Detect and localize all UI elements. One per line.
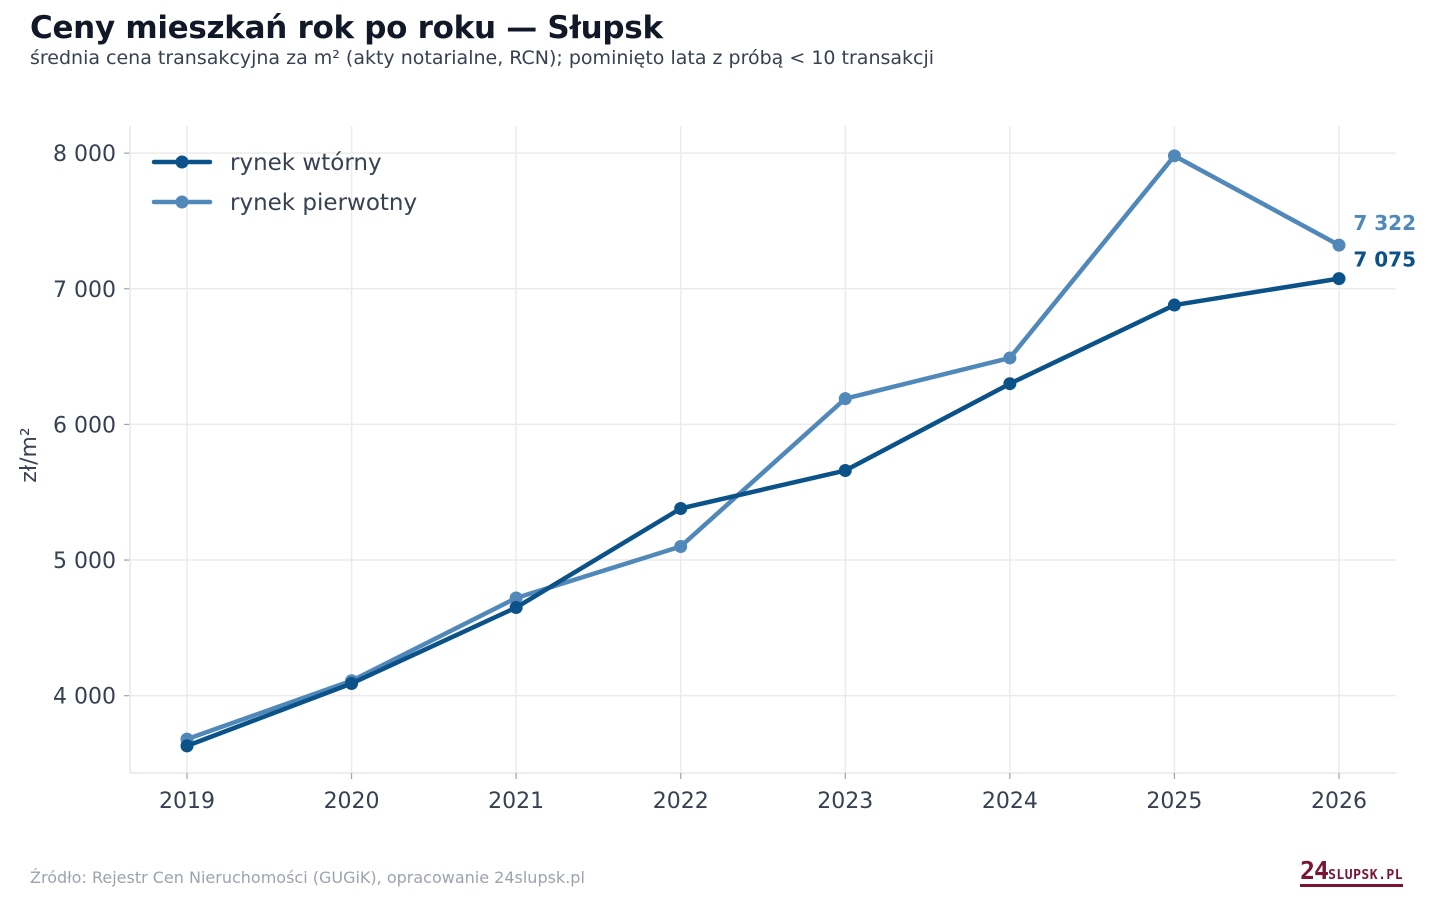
- tick-labels: 2019 2020 2021 2022 2023 2024 2025 2026 4 000 5 0…: [53, 142, 1367, 814]
- x-tick-label: 2023: [817, 789, 873, 814]
- data-point: [345, 676, 359, 690]
- y-tick-label: 8 000: [53, 142, 116, 167]
- x-tick-label: 2021: [488, 789, 544, 814]
- y-axis-label: zł/m²: [17, 427, 42, 482]
- logo-main: 24: [1300, 856, 1329, 885]
- end-label-0: 7 075: [1353, 248, 1416, 272]
- data-point: [509, 591, 523, 605]
- data-point: [1332, 238, 1346, 252]
- source-note: Źródło: Rejestr Cen Nieruchomości (GUGiK…: [30, 868, 585, 887]
- y-tick-label: 4 000: [53, 685, 116, 710]
- legend-label: rynek pierwotny: [230, 190, 417, 216]
- data-point: [838, 464, 852, 478]
- series-lines: [180, 149, 1346, 753]
- y-tick-label: 5 000: [53, 549, 116, 574]
- data-point: [1003, 377, 1017, 391]
- data-point: [838, 392, 852, 406]
- x-tick-label: 2026: [1311, 789, 1367, 814]
- y-tick-label: 6 000: [53, 413, 116, 438]
- legend: rynek wtórny rynek pierwotny: [151, 150, 417, 216]
- x-tick-label: 2024: [982, 789, 1038, 814]
- x-tick-label: 2022: [653, 789, 709, 814]
- end-labels: 7 075 7 322: [1353, 211, 1416, 272]
- chart-subtitle: średnia cena transakcyjna za m² (akty no…: [30, 47, 935, 69]
- legend-marker: [175, 195, 189, 209]
- data-point: [1167, 298, 1181, 312]
- series-line-1: [184, 153, 1342, 742]
- chart-title: Ceny mieszkań rok po roku — Słupsk: [30, 10, 663, 46]
- x-tick-label: 2025: [1146, 789, 1202, 814]
- logo-suffix: SLUPSK.PL: [1328, 868, 1404, 883]
- data-point: [1003, 351, 1017, 365]
- data-point: [1167, 149, 1181, 163]
- y-tick-label: 7 000: [53, 278, 116, 303]
- legend-label: rynek wtórny: [230, 150, 382, 176]
- series-line-0: [184, 276, 1342, 749]
- logo: 24SLUPSK.PL: [1300, 856, 1404, 887]
- axes: [124, 126, 1396, 779]
- x-tick-label: 2020: [324, 789, 380, 814]
- data-point: [509, 601, 523, 615]
- end-label-1: 7 322: [1353, 211, 1416, 235]
- data-point: [1332, 272, 1346, 286]
- data-point: [180, 739, 194, 753]
- data-point: [674, 539, 688, 553]
- data-point: [674, 502, 688, 516]
- x-tick-label: 2019: [159, 789, 215, 814]
- grid-lines: [130, 126, 1396, 773]
- legend-marker: [175, 155, 189, 169]
